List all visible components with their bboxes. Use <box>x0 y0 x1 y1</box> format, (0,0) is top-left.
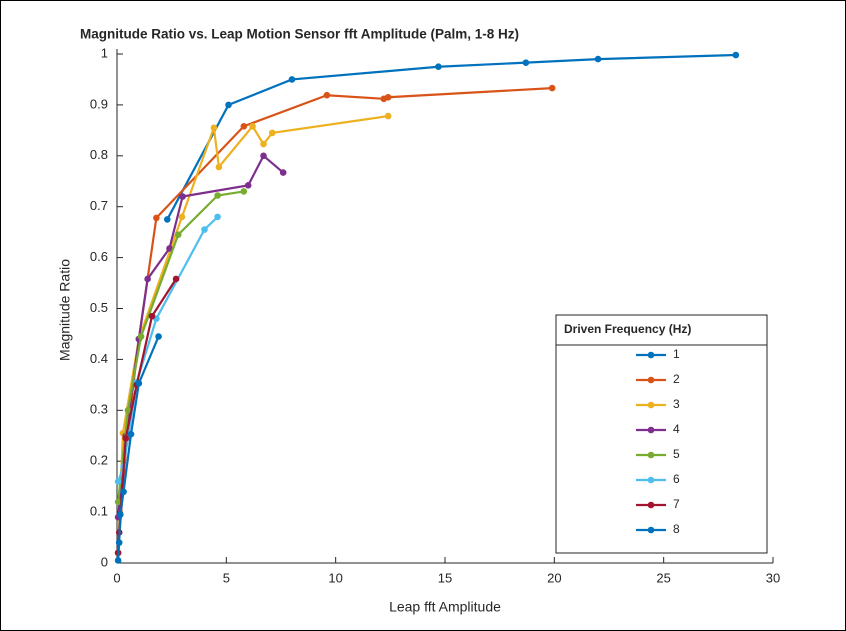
legend-marker <box>647 351 655 359</box>
data-point <box>124 407 132 414</box>
data-point <box>732 51 740 59</box>
data-point <box>279 169 287 176</box>
legend-label: 8 <box>673 522 680 536</box>
data-point <box>323 91 331 99</box>
data-point <box>260 152 267 160</box>
data-point <box>174 231 182 238</box>
legend-marker <box>647 526 655 534</box>
x-tick-label: 10 <box>328 570 342 585</box>
data-point <box>201 226 208 233</box>
data-point <box>114 498 122 506</box>
data-point <box>148 312 156 320</box>
data-point <box>116 511 124 518</box>
chart-title: Magnitude Ratio vs. Leap Motion Sensor f… <box>80 27 519 42</box>
legend-label: 1 <box>673 347 680 361</box>
legend-label: 3 <box>673 397 680 411</box>
series-line <box>116 190 244 503</box>
x-tick-label: 0 <box>113 570 120 585</box>
data-point <box>155 333 162 340</box>
data-point <box>120 488 127 496</box>
y-tick-label: 0.5 <box>90 300 108 315</box>
data-point <box>179 193 186 200</box>
legend-marker <box>647 426 655 434</box>
y-tick-label: 0.7 <box>90 198 108 213</box>
x-tick-label: 30 <box>766 570 780 585</box>
data-point <box>144 275 151 283</box>
data-point <box>135 380 143 387</box>
x-tick-label: 20 <box>547 570 561 585</box>
y-tick-label: 0.4 <box>90 351 108 366</box>
legend-label: 5 <box>673 447 680 461</box>
data-point <box>215 163 223 171</box>
x-tick-label: 15 <box>438 570 452 585</box>
y-axis-label: Magnitude Ratio <box>57 259 73 361</box>
data-point <box>172 275 180 283</box>
legend-label: 6 <box>673 472 680 486</box>
data-point <box>548 84 556 92</box>
legend-label: 7 <box>673 497 680 511</box>
y-tick-label: 0 <box>101 554 108 569</box>
data-point <box>214 213 221 221</box>
data-point <box>114 557 122 564</box>
legend-label: 4 <box>673 422 680 436</box>
x-tick-label: 5 <box>223 570 230 585</box>
y-tick-label: 1 <box>101 45 108 60</box>
data-point <box>244 182 252 189</box>
y-tick-label: 0.1 <box>90 504 108 519</box>
data-point <box>178 213 186 221</box>
legend-marker <box>647 401 655 409</box>
data-point <box>153 214 160 222</box>
data-point <box>214 192 221 199</box>
legend-title: Driven Frequency (Hz) <box>564 322 691 336</box>
data-point <box>137 333 145 340</box>
y-tick-label: 0.2 <box>90 453 108 468</box>
data-point <box>260 140 267 148</box>
data-point <box>522 59 530 66</box>
x-axis-label: Leap fft Amplitude <box>389 599 501 615</box>
data-point <box>210 124 218 132</box>
data-point <box>435 63 442 71</box>
data-point <box>384 93 392 101</box>
data-point <box>268 129 276 137</box>
legend-marker <box>647 451 655 459</box>
data-point <box>163 216 171 223</box>
data-point <box>114 478 122 485</box>
data-point <box>384 112 392 120</box>
data-point <box>115 539 123 546</box>
y-tick-label: 0.3 <box>90 402 108 417</box>
data-point <box>240 188 248 195</box>
data-point <box>288 76 296 83</box>
y-tick-label: 0.9 <box>90 96 108 111</box>
series-line <box>116 115 389 553</box>
data-point <box>240 122 248 130</box>
data-point <box>225 101 232 109</box>
legend-label: 2 <box>673 372 680 386</box>
y-tick-label: 0.8 <box>90 147 108 162</box>
legend-box <box>555 314 768 554</box>
legend-marker <box>647 476 655 484</box>
data-point <box>166 245 173 252</box>
data-point <box>594 55 602 63</box>
legend-marker <box>647 376 655 384</box>
data-point <box>127 430 135 438</box>
data-point <box>122 434 130 442</box>
x-tick-label: 25 <box>656 570 670 585</box>
data-point <box>249 122 256 130</box>
legend-marker <box>647 501 655 509</box>
y-tick-label: 0.6 <box>90 249 108 264</box>
